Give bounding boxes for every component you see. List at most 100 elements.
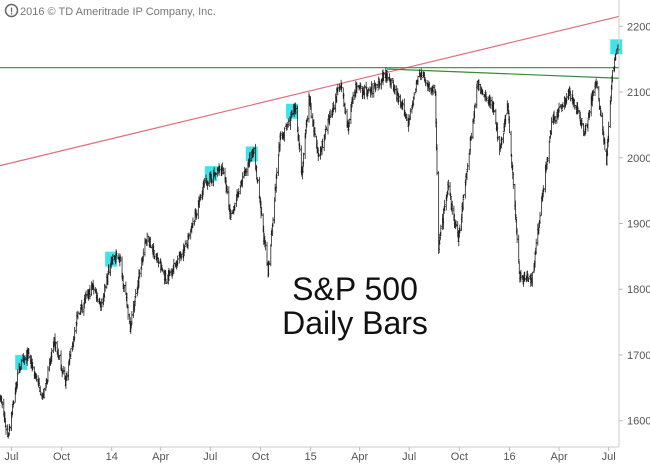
daily-bar	[58, 355, 61, 360]
daily-bar	[27, 348, 31, 360]
daily-bar	[258, 176, 261, 199]
daily-bar	[431, 84, 435, 95]
daily-bar	[153, 255, 156, 260]
daily-bar	[168, 269, 172, 277]
daily-bar	[180, 253, 183, 260]
y-tick-label: 1800	[627, 284, 650, 296]
daily-bar	[107, 264, 111, 275]
daily-bar	[324, 128, 327, 140]
daily-bar	[298, 142, 301, 153]
daily-bar	[267, 260, 271, 265]
daily-bar	[550, 117, 553, 136]
daily-bar	[206, 181, 210, 187]
daily-bar	[65, 371, 69, 381]
daily-bar	[325, 126, 328, 131]
daily-bar	[329, 109, 332, 119]
daily-bar	[470, 132, 473, 141]
daily-bar	[237, 188, 240, 197]
daily-bar	[409, 108, 412, 120]
daily-bar	[378, 80, 381, 90]
y-axis: 1600 1700 1800 1900 2000 2100 2200	[618, 0, 650, 447]
y-tick-label: 2000	[627, 153, 650, 165]
daily-bar	[290, 109, 294, 116]
daily-bar	[95, 291, 99, 300]
daily-bar	[531, 271, 534, 287]
daily-bar	[88, 285, 92, 300]
daily-bar	[592, 89, 595, 96]
daily-bar	[283, 127, 286, 142]
daily-bar	[609, 100, 612, 128]
daily-bar	[454, 220, 458, 228]
daily-bar	[92, 284, 95, 295]
daily-bar	[16, 369, 19, 388]
daily-bar	[245, 167, 248, 177]
daily-bar	[306, 115, 309, 123]
daily-bar	[35, 373, 38, 382]
daily-bar	[38, 377, 41, 387]
chart-title-line-2: Daily Bars	[282, 305, 428, 341]
daily-bar	[4, 425, 8, 435]
daily-bar	[214, 172, 217, 175]
daily-bar	[100, 298, 103, 311]
daily-bar	[447, 179, 450, 191]
daily-bar	[467, 153, 471, 171]
y-tick-label: 2100	[627, 87, 650, 99]
daily-bar	[164, 270, 167, 282]
daily-bar	[263, 233, 266, 245]
daily-bar	[23, 357, 27, 361]
daily-bar	[287, 118, 290, 128]
x-tick-label: 15	[304, 451, 316, 463]
daily-bar	[363, 84, 366, 100]
daily-bar	[397, 94, 401, 103]
daily-bar	[509, 130, 513, 157]
daily-bar	[591, 90, 595, 101]
daily-bar	[351, 91, 355, 105]
daily-bar	[527, 277, 530, 282]
daily-bar	[584, 123, 587, 134]
daily-bar	[405, 113, 408, 121]
daily-bar	[489, 96, 492, 109]
daily-bar	[195, 209, 198, 219]
daily-bar	[260, 207, 263, 216]
daily-bar	[603, 138, 607, 151]
daily-bar	[252, 147, 256, 155]
daily-bar	[152, 243, 155, 256]
daily-bar	[458, 224, 462, 234]
daily-bar	[149, 245, 153, 249]
daily-bar	[77, 312, 80, 314]
daily-bar	[385, 69, 389, 84]
x-axis: Jul Oct 14 Apr Jul Oct 15 Apr Jul Oct 16 Apr Jul	[0, 446, 619, 463]
daily-bar	[124, 281, 128, 295]
daily-bar	[615, 49, 618, 55]
daily-bar	[557, 102, 561, 113]
daily-bar	[514, 214, 518, 223]
daily-bar	[0, 401, 4, 409]
daily-bar	[580, 119, 584, 127]
daily-bar	[199, 193, 202, 201]
daily-bar	[161, 267, 164, 272]
daily-bar	[210, 178, 214, 186]
x-tick-label: Jul	[4, 451, 18, 463]
daily-bar	[96, 294, 99, 303]
daily-bar	[12, 400, 15, 406]
daily-bar	[359, 83, 362, 93]
daily-bar	[390, 78, 393, 89]
daily-bar	[534, 238, 538, 255]
daily-bar	[172, 258, 176, 275]
daily-bar	[403, 109, 407, 116]
daily-bar	[290, 110, 293, 118]
daily-bar	[309, 103, 313, 119]
daily-bar	[451, 200, 454, 215]
daily-bar	[439, 224, 443, 236]
daily-bar	[123, 284, 126, 293]
daily-bar	[542, 185, 545, 198]
daily-bar	[576, 107, 580, 114]
daily-bar	[477, 79, 481, 92]
x-tick-label: 14	[106, 451, 118, 463]
daily-bar	[548, 141, 551, 164]
x-tick-label: 16	[503, 451, 515, 463]
daily-bar	[271, 217, 275, 227]
x-tick-label: Oct	[451, 451, 468, 463]
daily-bar	[424, 78, 427, 87]
